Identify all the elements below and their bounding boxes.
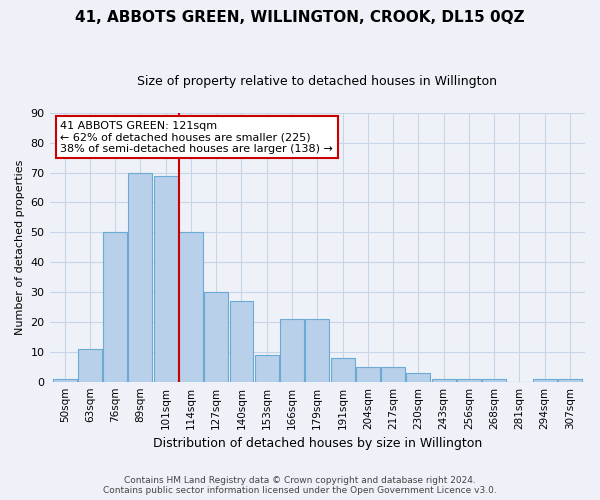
Bar bbox=[533, 378, 557, 382]
Y-axis label: Number of detached properties: Number of detached properties bbox=[15, 160, 25, 335]
Bar bbox=[53, 378, 77, 382]
Bar bbox=[280, 319, 304, 382]
Text: 41, ABBOTS GREEN, WILLINGTON, CROOK, DL15 0QZ: 41, ABBOTS GREEN, WILLINGTON, CROOK, DL1… bbox=[75, 10, 525, 25]
Bar bbox=[78, 349, 102, 382]
Text: Contains HM Land Registry data © Crown copyright and database right 2024.
Contai: Contains HM Land Registry data © Crown c… bbox=[103, 476, 497, 495]
Bar bbox=[381, 366, 405, 382]
Bar bbox=[482, 378, 506, 382]
Bar bbox=[103, 232, 127, 382]
Bar bbox=[179, 232, 203, 382]
Bar bbox=[457, 378, 481, 382]
Bar bbox=[128, 172, 152, 382]
Bar bbox=[431, 378, 455, 382]
Bar bbox=[331, 358, 355, 382]
Title: Size of property relative to detached houses in Willington: Size of property relative to detached ho… bbox=[137, 75, 497, 88]
X-axis label: Distribution of detached houses by size in Willington: Distribution of detached houses by size … bbox=[152, 437, 482, 450]
Bar bbox=[154, 176, 178, 382]
Bar bbox=[204, 292, 228, 382]
Bar bbox=[558, 378, 582, 382]
Bar bbox=[255, 355, 279, 382]
Text: 41 ABBOTS GREEN: 121sqm
← 62% of detached houses are smaller (225)
38% of semi-d: 41 ABBOTS GREEN: 121sqm ← 62% of detache… bbox=[60, 121, 333, 154]
Bar bbox=[305, 319, 329, 382]
Bar bbox=[356, 366, 380, 382]
Bar bbox=[230, 301, 253, 382]
Bar bbox=[406, 372, 430, 382]
